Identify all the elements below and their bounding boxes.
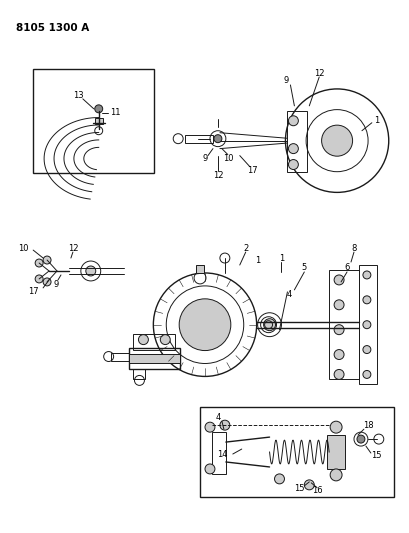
- Circle shape: [333, 275, 343, 285]
- Circle shape: [204, 422, 214, 432]
- Circle shape: [321, 125, 352, 156]
- Circle shape: [35, 259, 43, 267]
- Circle shape: [333, 325, 343, 335]
- Text: 4: 4: [286, 290, 291, 300]
- Text: 14: 14: [216, 449, 227, 458]
- Circle shape: [356, 435, 364, 443]
- Circle shape: [274, 474, 284, 484]
- Circle shape: [138, 335, 148, 345]
- Circle shape: [333, 350, 343, 360]
- Circle shape: [288, 116, 298, 126]
- Circle shape: [329, 421, 341, 433]
- Circle shape: [43, 278, 51, 286]
- Circle shape: [35, 275, 43, 283]
- Text: 8: 8: [351, 244, 356, 253]
- Circle shape: [264, 321, 272, 329]
- Bar: [33, 69, 154, 173]
- Circle shape: [333, 369, 343, 379]
- Bar: [185, 135, 212, 143]
- Bar: [200, 407, 393, 497]
- Bar: [128, 353, 180, 364]
- Text: 17: 17: [247, 166, 257, 175]
- Bar: [94, 118, 102, 124]
- Circle shape: [219, 420, 229, 430]
- Text: 12: 12: [67, 244, 78, 253]
- Text: 10: 10: [222, 154, 233, 163]
- Text: 10: 10: [18, 244, 28, 253]
- Text: 9: 9: [283, 76, 288, 85]
- Text: 18: 18: [363, 421, 373, 430]
- Text: 15: 15: [371, 450, 381, 459]
- Text: 9: 9: [53, 280, 58, 289]
- Circle shape: [333, 300, 343, 310]
- Circle shape: [288, 144, 298, 154]
- Text: 9: 9: [202, 154, 207, 163]
- Text: 8105 1300 A: 8105 1300 A: [16, 23, 89, 33]
- Circle shape: [362, 296, 370, 304]
- Text: 1: 1: [254, 255, 260, 264]
- Bar: [358, 265, 376, 384]
- Circle shape: [329, 469, 341, 481]
- Circle shape: [43, 256, 51, 264]
- Text: 12: 12: [212, 171, 222, 180]
- Bar: [133, 334, 175, 350]
- Text: 4: 4: [215, 413, 220, 422]
- Text: 15: 15: [293, 484, 304, 494]
- Bar: [110, 352, 128, 360]
- Circle shape: [179, 299, 230, 351]
- Circle shape: [160, 335, 170, 345]
- Circle shape: [362, 345, 370, 353]
- Bar: [128, 348, 180, 369]
- Text: 1: 1: [373, 116, 378, 125]
- Circle shape: [204, 464, 214, 474]
- Circle shape: [362, 271, 370, 279]
- Text: 12: 12: [313, 69, 324, 77]
- Text: 6: 6: [344, 263, 349, 272]
- Text: 2: 2: [243, 244, 248, 253]
- Bar: [133, 369, 145, 379]
- Circle shape: [288, 159, 298, 169]
- Bar: [326, 435, 344, 469]
- Circle shape: [85, 266, 96, 276]
- Circle shape: [263, 319, 275, 330]
- Text: 13: 13: [73, 91, 83, 100]
- Bar: [211, 432, 225, 474]
- Circle shape: [362, 321, 370, 329]
- Text: 5: 5: [301, 263, 306, 272]
- Circle shape: [94, 105, 102, 113]
- Circle shape: [362, 370, 370, 378]
- Bar: [196, 265, 204, 273]
- Circle shape: [303, 480, 313, 490]
- Text: 11: 11: [110, 108, 121, 117]
- Text: 1: 1: [278, 254, 283, 263]
- Text: 16: 16: [311, 486, 322, 495]
- Bar: [328, 270, 358, 379]
- Text: 17: 17: [28, 287, 38, 296]
- Circle shape: [213, 135, 221, 143]
- Bar: [287, 111, 307, 173]
